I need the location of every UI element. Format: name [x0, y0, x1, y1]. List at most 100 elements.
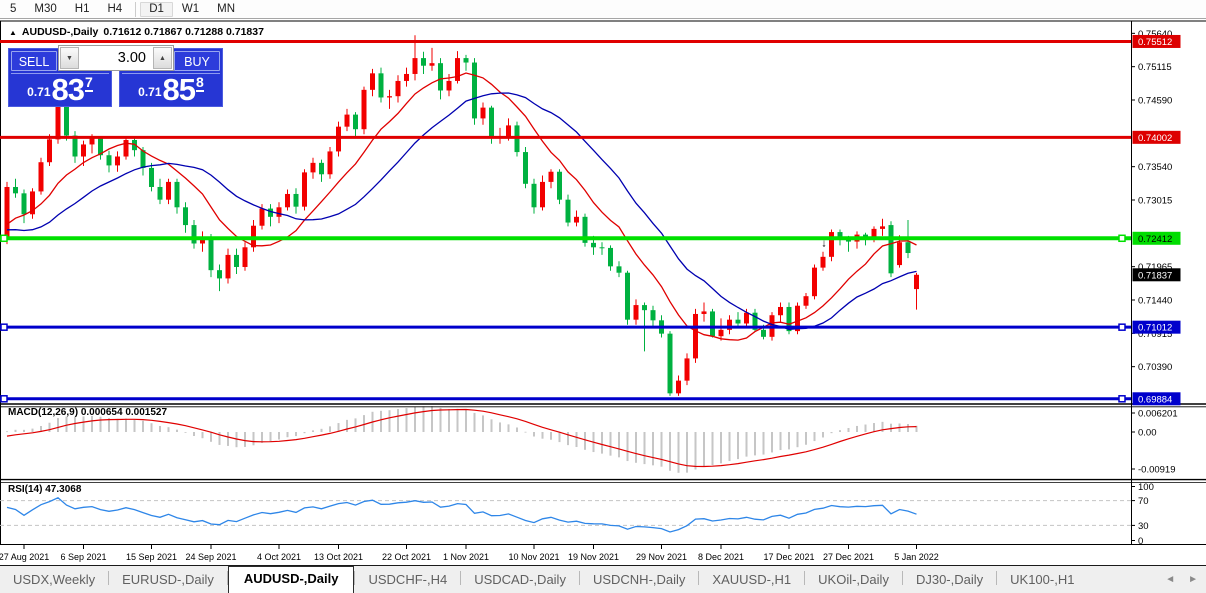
chart-tab-ukoildaily[interactable]: UKOil-,Daily	[818, 572, 889, 587]
candle	[650, 310, 656, 321]
sma-10-line	[6, 72, 917, 341]
macd-bar	[176, 429, 178, 432]
timeframe-button-mn[interactable]: MN	[217, 2, 236, 15]
price-badge-label: 0.69884	[1138, 394, 1172, 405]
date-label: 19 Nov 2021	[568, 552, 619, 562]
chart-tab-usdcnhdaily[interactable]: USDCNH-,Daily	[592, 572, 686, 587]
macd-bar	[159, 425, 161, 432]
collapse-panel-icon[interactable]: ▲	[9, 27, 17, 37]
macd-bar	[703, 432, 705, 467]
chart-tab-usdxweekly[interactable]: USDX,Weekly	[13, 572, 96, 587]
macd-bar	[686, 432, 688, 473]
chart-tab-dj30daily[interactable]: DJ30-,Daily	[915, 572, 984, 587]
sell-price[interactable]: 0.71 83 7	[9, 74, 111, 106]
chart-tab-eurusddaily[interactable]: EURUSD-,Daily	[122, 572, 214, 587]
candle	[157, 186, 163, 200]
macd-bar	[737, 432, 739, 460]
candle	[30, 191, 35, 215]
timeframe-button-5[interactable]: 5	[10, 2, 17, 15]
hline-handle[interactable]	[1118, 234, 1126, 243]
date-label: 17 Dec 2021	[763, 552, 814, 562]
down-arrow-annotation: ↓	[821, 237, 827, 249]
chart-tab-uk100h1[interactable]: UK100-,H1	[1010, 572, 1075, 587]
macd-bar	[805, 432, 807, 445]
buy-button[interactable]: BUY	[174, 51, 220, 71]
candle	[174, 181, 180, 208]
chart-tab-usdcaddaily[interactable]: USDCAD-,Daily	[474, 572, 566, 587]
hline-handle[interactable]	[1118, 395, 1126, 403]
candle	[429, 63, 435, 66]
tab-scroll-left-icon[interactable]: ◄	[1165, 574, 1176, 585]
timeframe-button-h4[interactable]: H4	[107, 2, 123, 15]
price-badge-label: 0.71837	[1138, 270, 1172, 281]
price-tick-label: 0.71965	[1138, 262, 1172, 273]
date-label: 24 Sep 2021	[185, 552, 236, 562]
candle	[752, 312, 758, 330]
candle	[761, 329, 766, 337]
hline-handle[interactable]	[0, 395, 8, 403]
candle	[370, 73, 375, 90]
macd-bar	[813, 432, 816, 442]
candle	[803, 296, 809, 306]
macd-bar	[320, 428, 323, 432]
date-label: 15 Sep 2021	[126, 552, 177, 562]
candle	[225, 254, 231, 279]
candle	[667, 333, 673, 394]
candle	[200, 237, 205, 244]
chart-tab-audusddaily[interactable]: AUDUSD-,Daily	[227, 566, 355, 593]
hline-handle[interactable]	[0, 323, 8, 331]
candle	[183, 207, 188, 226]
timeframe-button-d1[interactable]: D1	[140, 1, 173, 17]
sell-button[interactable]: SELL	[11, 51, 57, 71]
candle	[455, 58, 460, 81]
rsi-axis-label: 30	[1138, 521, 1149, 532]
hline-handle[interactable]	[1118, 323, 1126, 331]
macd-bar	[227, 432, 229, 446]
buy-price[interactable]: 0.71 85 8	[120, 74, 222, 106]
macd-bar	[286, 432, 289, 438]
volume-increase-button[interactable]: ▲	[153, 47, 172, 69]
rsi-indicator-label: RSI(14) 47.3068	[8, 484, 81, 495]
timeframe-button-m30[interactable]: M30	[34, 2, 57, 15]
macd-bar	[312, 430, 314, 432]
tab-separator	[226, 571, 228, 585]
macd-bar	[567, 432, 569, 446]
date-label: 13 Oct 2021	[314, 552, 363, 562]
volume-input[interactable]	[80, 46, 152, 70]
chart-tab-xauusdh1[interactable]: XAUUSD-,H1	[712, 572, 792, 587]
macd-bar	[762, 432, 765, 455]
macd-bar	[601, 432, 603, 454]
macd-bar	[830, 432, 833, 434]
macd-bar	[125, 418, 127, 432]
price-chart[interactable]: ↓ 0.75640 0.75115 0.74590 0.73540 0.73015 0.71…	[0, 20, 1206, 565]
macd-bar	[584, 432, 586, 450]
candle	[319, 162, 324, 175]
macd-bar	[558, 432, 561, 443]
price-badge-0.69884	[1132, 392, 1181, 406]
rsi-name: RSI(14)	[8, 484, 43, 495]
macd-bar	[405, 408, 408, 432]
one-click-trading-panel: SELL 0.71 83 7 BUY 0.71 85 8 ▼ ▲	[8, 45, 223, 107]
macd-bar	[890, 423, 892, 432]
macd-bar	[720, 432, 722, 464]
volume-decrease-button[interactable]: ▼	[60, 47, 79, 69]
macd-bar	[303, 432, 306, 434]
candle	[4, 186, 10, 240]
hline-handle[interactable]	[0, 234, 8, 243]
timeframe-button-w1[interactable]: W1	[181, 2, 200, 15]
macd-bar	[796, 432, 799, 448]
price-badge-label: 0.75512	[1138, 37, 1172, 48]
candle	[506, 125, 511, 137]
timeframe-button-h1[interactable]: H1	[74, 2, 90, 15]
sma-20-line	[6, 92, 917, 331]
tab-scroll-right-icon[interactable]: ►	[1188, 574, 1198, 585]
candle	[557, 171, 562, 200]
candle	[336, 126, 341, 152]
candle	[395, 80, 401, 97]
macd-bar	[524, 431, 527, 433]
macd-bar	[6, 431, 8, 433]
candle	[242, 247, 248, 267]
candle	[463, 58, 469, 63]
chart-tab-usdchfh4[interactable]: USDCHF-,H4	[368, 572, 448, 587]
candle	[863, 234, 868, 237]
